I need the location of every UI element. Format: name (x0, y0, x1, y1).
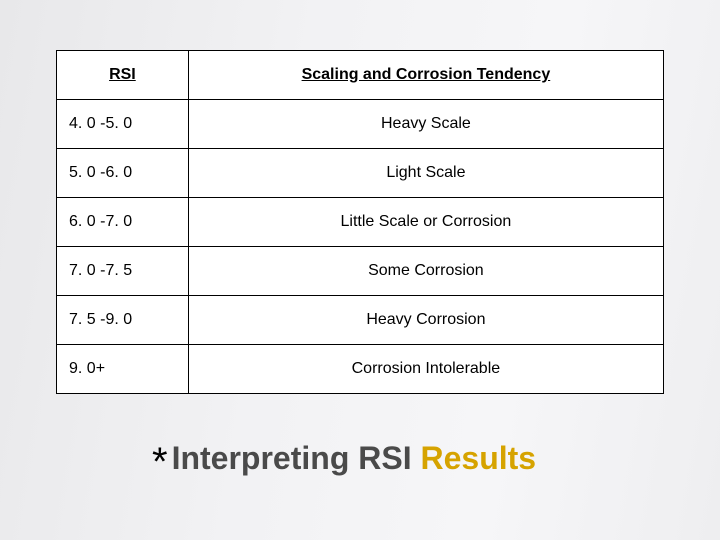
table-header-row: RSI Scaling and Corrosion Tendency (57, 51, 664, 100)
table-row: 4. 0 -5. 0 Heavy Scale (57, 100, 664, 149)
cell-rsi: 7. 5 -9. 0 (57, 296, 189, 345)
cell-desc: Little Scale or Corrosion (188, 198, 663, 247)
table-row: 5. 0 -6. 0 Light Scale (57, 149, 664, 198)
rsi-table: RSI Scaling and Corrosion Tendency 4. 0 … (56, 50, 664, 394)
cell-rsi: 4. 0 -5. 0 (57, 100, 189, 149)
table-row: 6. 0 -7. 0 Little Scale or Corrosion (57, 198, 664, 247)
title-accent-text: Results (420, 440, 536, 476)
cell-desc: Heavy Corrosion (188, 296, 663, 345)
header-rsi: RSI (57, 51, 189, 100)
cell-rsi: 6. 0 -7. 0 (57, 198, 189, 247)
cell-desc: Light Scale (188, 149, 663, 198)
cell-rsi: 5. 0 -6. 0 (57, 149, 189, 198)
slide-title: * Interpreting RSI Results (152, 436, 536, 477)
table-row: 7. 0 -7. 5 Some Corrosion (57, 247, 664, 296)
cell-desc: Some Corrosion (188, 247, 663, 296)
cell-desc: Heavy Scale (188, 100, 663, 149)
table-row: 9. 0+ Corrosion Intolerable (57, 345, 664, 394)
title-main-text: Interpreting RSI (172, 440, 421, 476)
cell-rsi: 9. 0+ (57, 345, 189, 394)
header-desc: Scaling and Corrosion Tendency (188, 51, 663, 100)
rsi-table-container: RSI Scaling and Corrosion Tendency 4. 0 … (56, 50, 664, 394)
table-row: 7. 5 -9. 0 Heavy Corrosion (57, 296, 664, 345)
cell-desc: Corrosion Intolerable (188, 345, 663, 394)
asterisk-icon: * (152, 442, 168, 482)
cell-rsi: 7. 0 -7. 5 (57, 247, 189, 296)
